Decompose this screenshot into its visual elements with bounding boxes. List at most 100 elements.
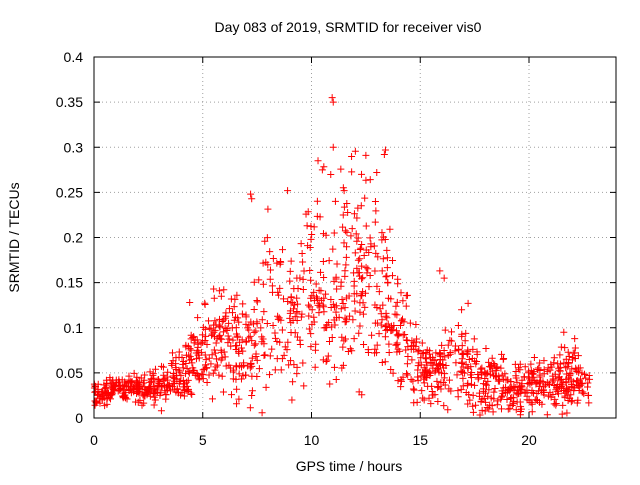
data-point [487,362,495,370]
data-point [489,408,497,416]
data-point [378,229,386,237]
data-point [217,346,225,354]
data-point [186,298,194,306]
data-point [330,303,338,311]
data-point [227,295,235,303]
data-point [375,330,383,338]
data-point [221,353,229,361]
data-point [497,405,505,413]
data-point [179,383,187,391]
data-point [351,297,359,305]
data-point [403,291,411,299]
data-point [286,309,294,317]
data-point [584,379,592,387]
data-point [242,311,250,319]
data-point [223,326,231,334]
data-point [232,345,240,353]
data-point [262,383,270,391]
data-point [268,282,276,290]
data-point [202,356,210,364]
data-point [351,307,359,315]
data-point [245,334,253,342]
data-point [465,356,473,364]
data-point [205,371,213,379]
data-point [419,394,427,402]
data-point [233,342,241,350]
data-point [440,347,448,355]
data-point [447,387,455,395]
data-point [210,333,218,341]
x-tick-label: 5 [199,432,207,448]
data-point [558,410,566,418]
data-point [483,381,491,389]
data-point [358,241,366,249]
data-point [155,375,163,383]
data-point [393,327,401,335]
data-point [408,356,416,364]
data-point [250,341,258,349]
data-point [485,358,493,366]
data-point [338,296,346,304]
data-point [324,352,332,360]
data-point [317,268,325,276]
data-point [498,393,506,401]
data-point [491,385,499,393]
data-point [289,378,297,386]
data-point [162,391,170,399]
data-point [140,392,148,400]
data-point [239,347,247,355]
data-point [291,313,299,321]
data-point [474,375,482,383]
data-point [264,205,272,213]
data-point [389,369,397,377]
data-point [364,346,372,354]
data-point [385,340,393,348]
data-point [580,390,588,398]
data-point [574,352,582,360]
data-point [528,379,536,387]
data-point [135,378,143,386]
data-point [348,153,356,161]
data-point [521,388,529,396]
data-point [435,368,443,376]
data-point [299,359,307,367]
data-point [469,408,477,416]
data-point [551,370,559,378]
data-point [269,288,277,296]
data-point [382,326,390,334]
data-point [546,388,554,396]
data-point [354,204,362,212]
data-point [372,249,380,257]
data-point [419,368,427,376]
data-point [276,338,284,346]
data-point [115,386,123,394]
data-point [352,230,360,238]
data-point [145,384,153,392]
data-point [371,267,379,275]
data-point [230,366,238,374]
data-point [578,369,586,377]
data-point [319,257,327,265]
data-point [299,275,307,283]
data-point [446,336,454,344]
data-point [95,394,103,402]
data-point [209,369,217,377]
data-point [498,350,506,358]
data-point [220,286,228,294]
data-point [517,389,525,397]
data-point [222,309,230,317]
data-point [390,322,398,330]
data-point [217,292,225,300]
data-point [201,336,209,344]
data-point [218,372,226,380]
data-point [257,324,265,332]
data-point [248,195,256,203]
data-point [439,360,447,368]
data-point [297,240,305,248]
data-point [560,328,568,336]
data-point [348,225,356,233]
data-point [225,319,233,327]
data-point [331,197,339,205]
data-point [469,391,477,399]
data-point [217,356,225,364]
